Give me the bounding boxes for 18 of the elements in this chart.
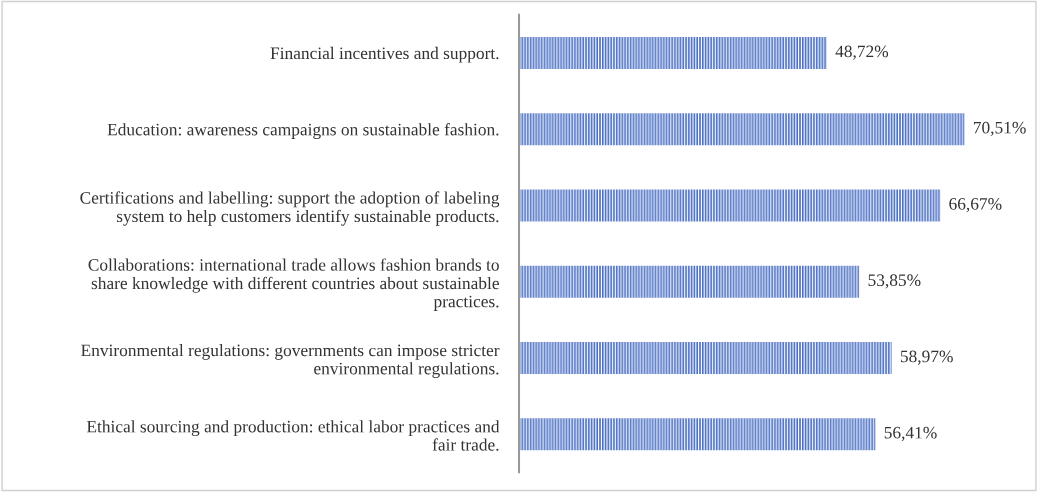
data-label: 53,85% bbox=[868, 274, 921, 289]
data-label: 58,97% bbox=[900, 350, 953, 365]
y-tick-label: Certifications and labelling: support the adoption of labeling system to help customers identify sustainable products. bbox=[80, 191, 500, 226]
y-tick-label: Financial incentives and support. bbox=[270, 46, 499, 63]
bar bbox=[519, 189, 941, 222]
data-label: 56,41% bbox=[884, 426, 937, 442]
data-label: 48,72% bbox=[835, 45, 889, 60]
bar bbox=[519, 341, 892, 374]
data-label: 70,51% bbox=[973, 121, 1026, 136]
bar bbox=[519, 418, 876, 451]
bar bbox=[519, 113, 965, 146]
y-tick-label: Ethical sourcing and production: ethical labor practices and fair trade. bbox=[86, 420, 500, 451]
bar bbox=[519, 265, 860, 298]
y-tick-label: Education: awareness campaigns on sustainable fashion. bbox=[107, 123, 499, 140]
y-tick-label: Environmental regulations: governments can impose stricter environmental regulations. bbox=[81, 344, 500, 379]
data-label: 66,67% bbox=[949, 198, 1002, 213]
bar bbox=[519, 36, 827, 69]
y-tick-label: Collaborations: international trade allows fashion brands to share knowledge with different countries about sustainable practices. bbox=[88, 258, 499, 311]
